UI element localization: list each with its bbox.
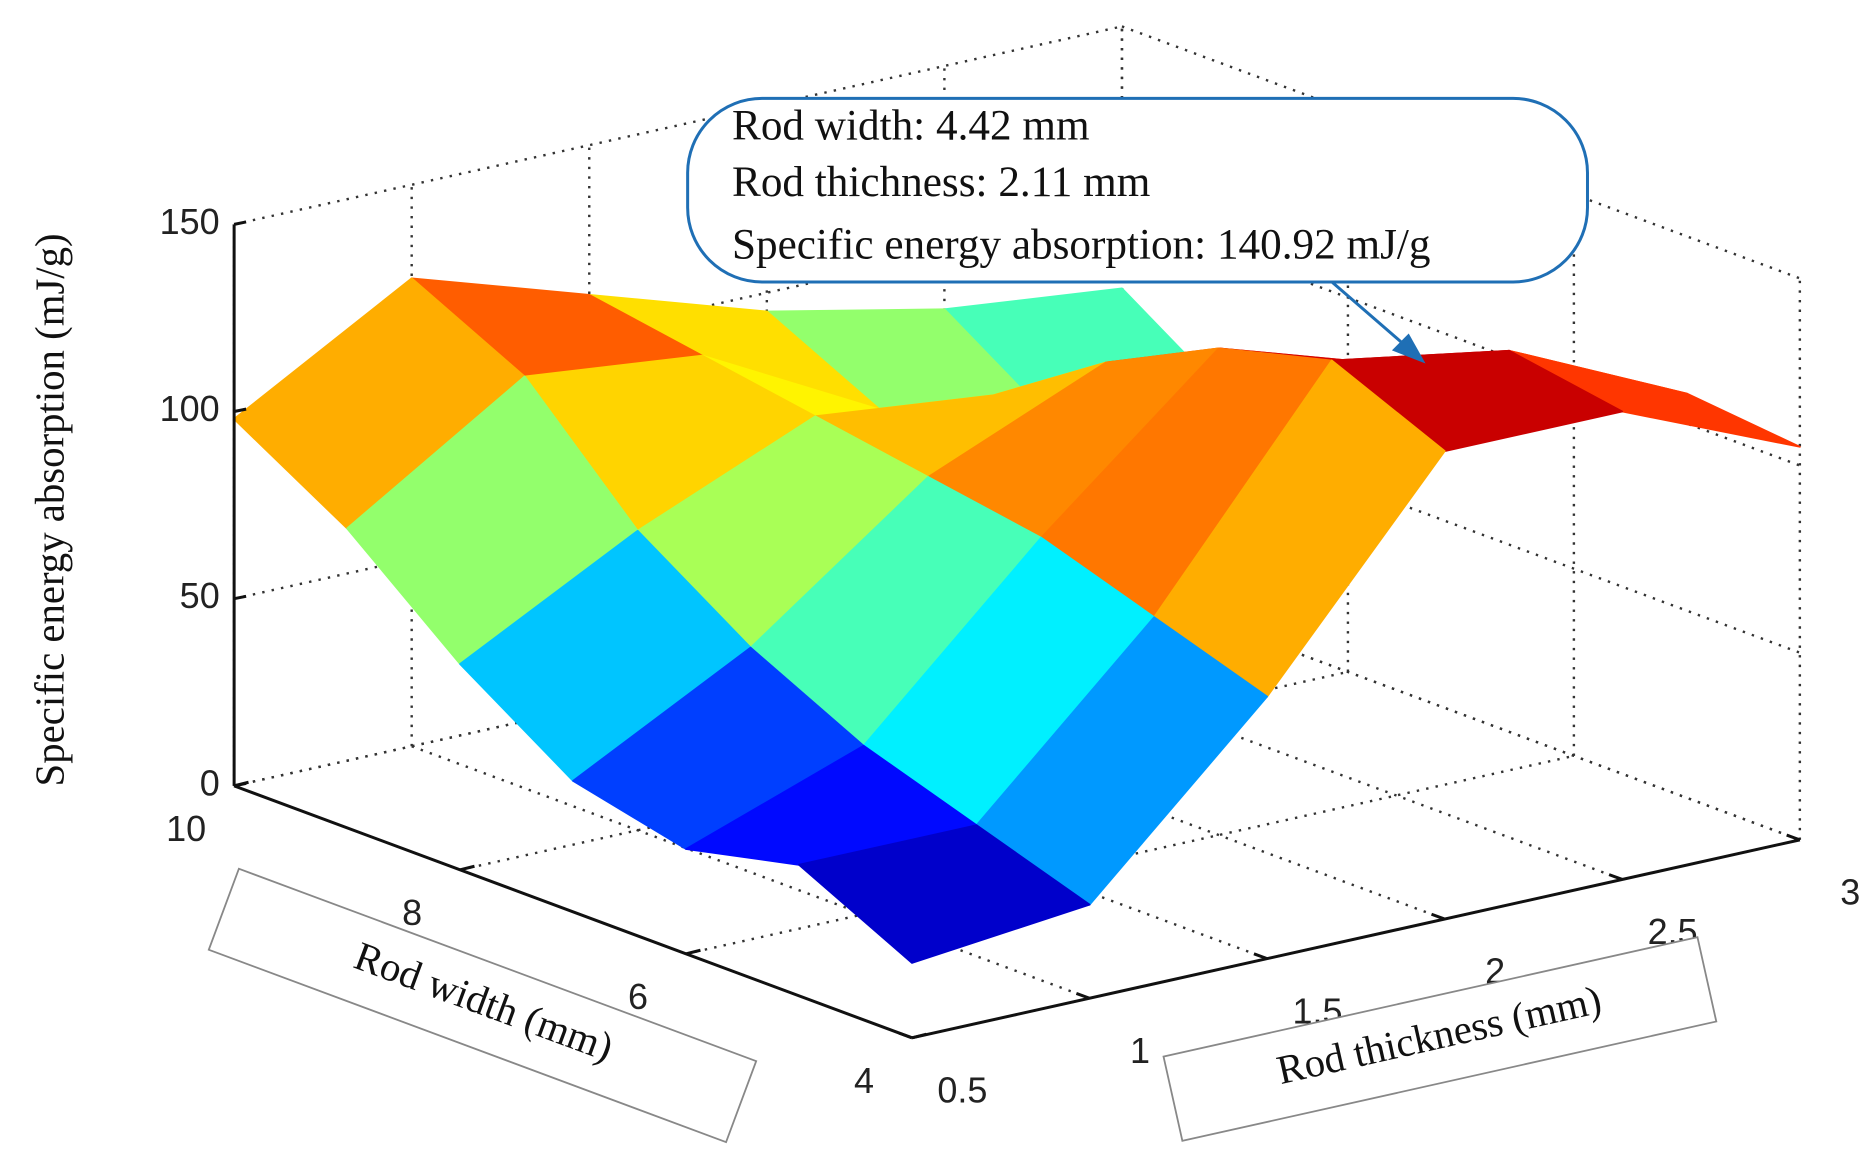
x-tick bbox=[1608, 873, 1623, 881]
z-tick bbox=[233, 407, 247, 413]
x-tick bbox=[1253, 952, 1268, 961]
y-tick-label: 10 bbox=[166, 808, 206, 849]
x-tick bbox=[898, 1031, 913, 1040]
label-frame bbox=[207, 867, 758, 1144]
x-tick bbox=[1075, 992, 1091, 1000]
label-frame bbox=[1162, 936, 1718, 1142]
z-axis-label: Specific energy absorption (mJ/g) bbox=[28, 233, 73, 786]
y-tick-label: 4 bbox=[854, 1060, 874, 1101]
z-tick bbox=[233, 594, 247, 601]
x-tick bbox=[1431, 912, 1446, 921]
y-tick-label: 8 bbox=[402, 892, 422, 933]
y-label-box: Rod width (mm) bbox=[207, 867, 758, 1144]
annotation-box bbox=[686, 96, 1589, 284]
x-tick-label: 0.5 bbox=[937, 1070, 987, 1111]
y-tick bbox=[685, 948, 701, 956]
annotation-arrow bbox=[1330, 280, 1415, 354]
x-label-box: Rod thickness (mm) bbox=[1162, 936, 1718, 1142]
y-tick-label: 6 bbox=[628, 976, 648, 1017]
surface bbox=[233, 277, 1801, 964]
x-tick bbox=[1786, 833, 1801, 842]
x-axis bbox=[911, 838, 1801, 1040]
arrow-head bbox=[1391, 333, 1426, 364]
z-tick-label: 0 bbox=[200, 762, 220, 803]
annotation: Rod width: 4.42 mm Rod thichness: 2.11 m… bbox=[686, 96, 1589, 364]
surface-patch bbox=[798, 824, 1091, 964]
y-tick bbox=[233, 780, 249, 788]
annotation-line: Specific energy absorption: 140.92 mJ/g bbox=[732, 221, 1431, 268]
z-tick-label: 150 bbox=[160, 201, 220, 242]
annotation-line: Rod thichness: 2.11 mm bbox=[732, 159, 1150, 206]
z-tick bbox=[233, 220, 247, 226]
z-tick-label: 100 bbox=[160, 388, 220, 429]
x-tick-label: 1 bbox=[1130, 1030, 1150, 1071]
y-axis bbox=[233, 784, 913, 1040]
z-tick-label: 50 bbox=[180, 575, 220, 616]
y-tick bbox=[459, 864, 475, 872]
x-tick-label: 3 bbox=[1840, 872, 1860, 913]
y-tick bbox=[911, 1032, 927, 1040]
annotation-line: Rod width: 4.42 mm bbox=[732, 102, 1090, 149]
